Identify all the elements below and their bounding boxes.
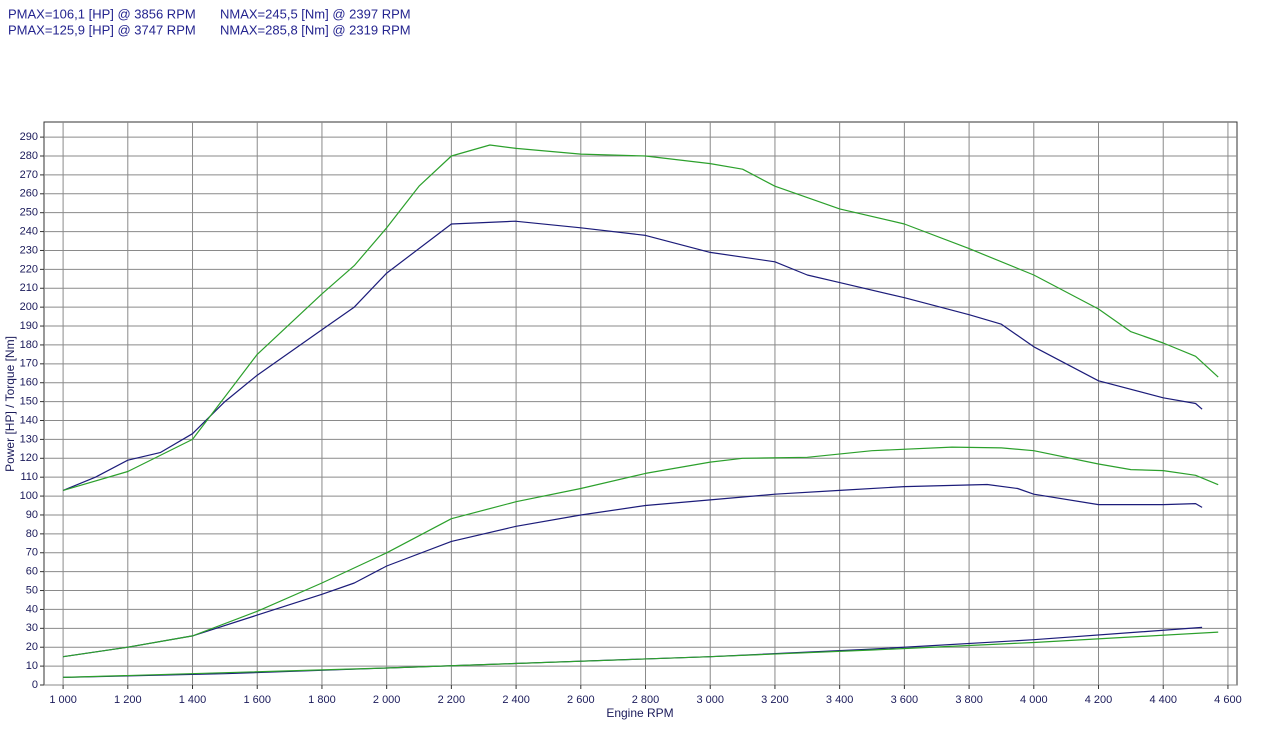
y-tick-label: 0 <box>32 679 38 691</box>
y-tick-label: 280 <box>20 150 38 162</box>
y-tick-label: 110 <box>20 471 38 483</box>
series-line <box>62 220 1203 491</box>
y-tick-label: 170 <box>20 358 38 370</box>
y-tick-label: 40 <box>26 603 38 615</box>
y-tick-label: 250 <box>20 207 38 219</box>
y-tick-label: 200 <box>20 301 38 313</box>
x-tick-label: 4 200 <box>1085 694 1113 706</box>
x-tick-label: 2 200 <box>438 694 466 706</box>
y-tick-label: 230 <box>20 244 38 256</box>
y-tick-label: 210 <box>20 282 38 294</box>
x-tick-label: 3 800 <box>955 694 983 706</box>
y-tick-label: 220 <box>20 263 38 275</box>
y-tick-label: 60 <box>26 566 38 578</box>
x-tick-label: 1 800 <box>308 694 336 706</box>
y-tick-label: 120 <box>20 452 38 464</box>
x-tick-label: 2 400 <box>502 694 530 706</box>
y-tick-label: 70 <box>26 547 38 559</box>
y-tick-label: 100 <box>20 490 38 502</box>
x-tick-label: 1 000 <box>49 694 77 706</box>
y-tick-label: 260 <box>20 188 38 200</box>
annotation: NMAX=285,8 [Nm] @ 2319 RPM <box>220 22 411 37</box>
y-tick-label: 50 <box>26 584 38 596</box>
y-tick-label: 190 <box>20 320 38 332</box>
y-tick-label: 140 <box>20 414 38 426</box>
y-tick-label: 270 <box>20 169 38 181</box>
x-tick-label: 1 600 <box>243 694 271 706</box>
y-tick-label: 160 <box>20 377 38 389</box>
x-tick-label: 4 400 <box>1149 694 1177 706</box>
y-axis-label: Power [HP] / Torque [Nm] <box>3 336 17 472</box>
y-tick-label: 290 <box>20 131 38 143</box>
x-tick-label: 2 800 <box>632 694 660 706</box>
annotation: PMAX=125,9 [HP] @ 3747 RPM <box>8 22 196 37</box>
series-line <box>63 631 1219 678</box>
x-tick-label: 3 200 <box>761 694 789 706</box>
x-tick-label: 3 400 <box>826 694 854 706</box>
series-line <box>63 446 1219 658</box>
x-tick-label: 3 000 <box>696 694 724 706</box>
x-tick-label: 1 400 <box>179 694 207 706</box>
y-tick-label: 240 <box>20 225 38 237</box>
y-tick-label: 180 <box>20 339 38 351</box>
y-tick-label: 80 <box>26 528 38 540</box>
y-tick-label: 20 <box>26 641 38 653</box>
y-tick-label: 150 <box>20 396 38 408</box>
series-line <box>63 483 1203 658</box>
x-tick-label: 1 200 <box>114 694 142 706</box>
x-tick-label: 3 600 <box>891 694 919 706</box>
y-tick-label: 10 <box>26 660 38 672</box>
x-axis-label: Engine RPM <box>606 706 673 720</box>
y-tick-label: 90 <box>26 509 38 521</box>
y-tick-label: 30 <box>26 622 38 634</box>
annotation: NMAX=245,5 [Nm] @ 2397 RPM <box>220 6 411 21</box>
x-tick-label: 2 600 <box>567 694 595 706</box>
x-tick-label: 4 000 <box>1020 694 1048 706</box>
annotation: PMAX=106,1 [HP] @ 3856 RPM <box>8 6 196 21</box>
plot-area <box>43 121 1238 686</box>
y-tick-label: 130 <box>20 433 38 445</box>
series-line <box>62 144 1219 491</box>
x-tick-label: 2 000 <box>373 694 401 706</box>
x-tick-label: 4 600 <box>1214 694 1242 706</box>
